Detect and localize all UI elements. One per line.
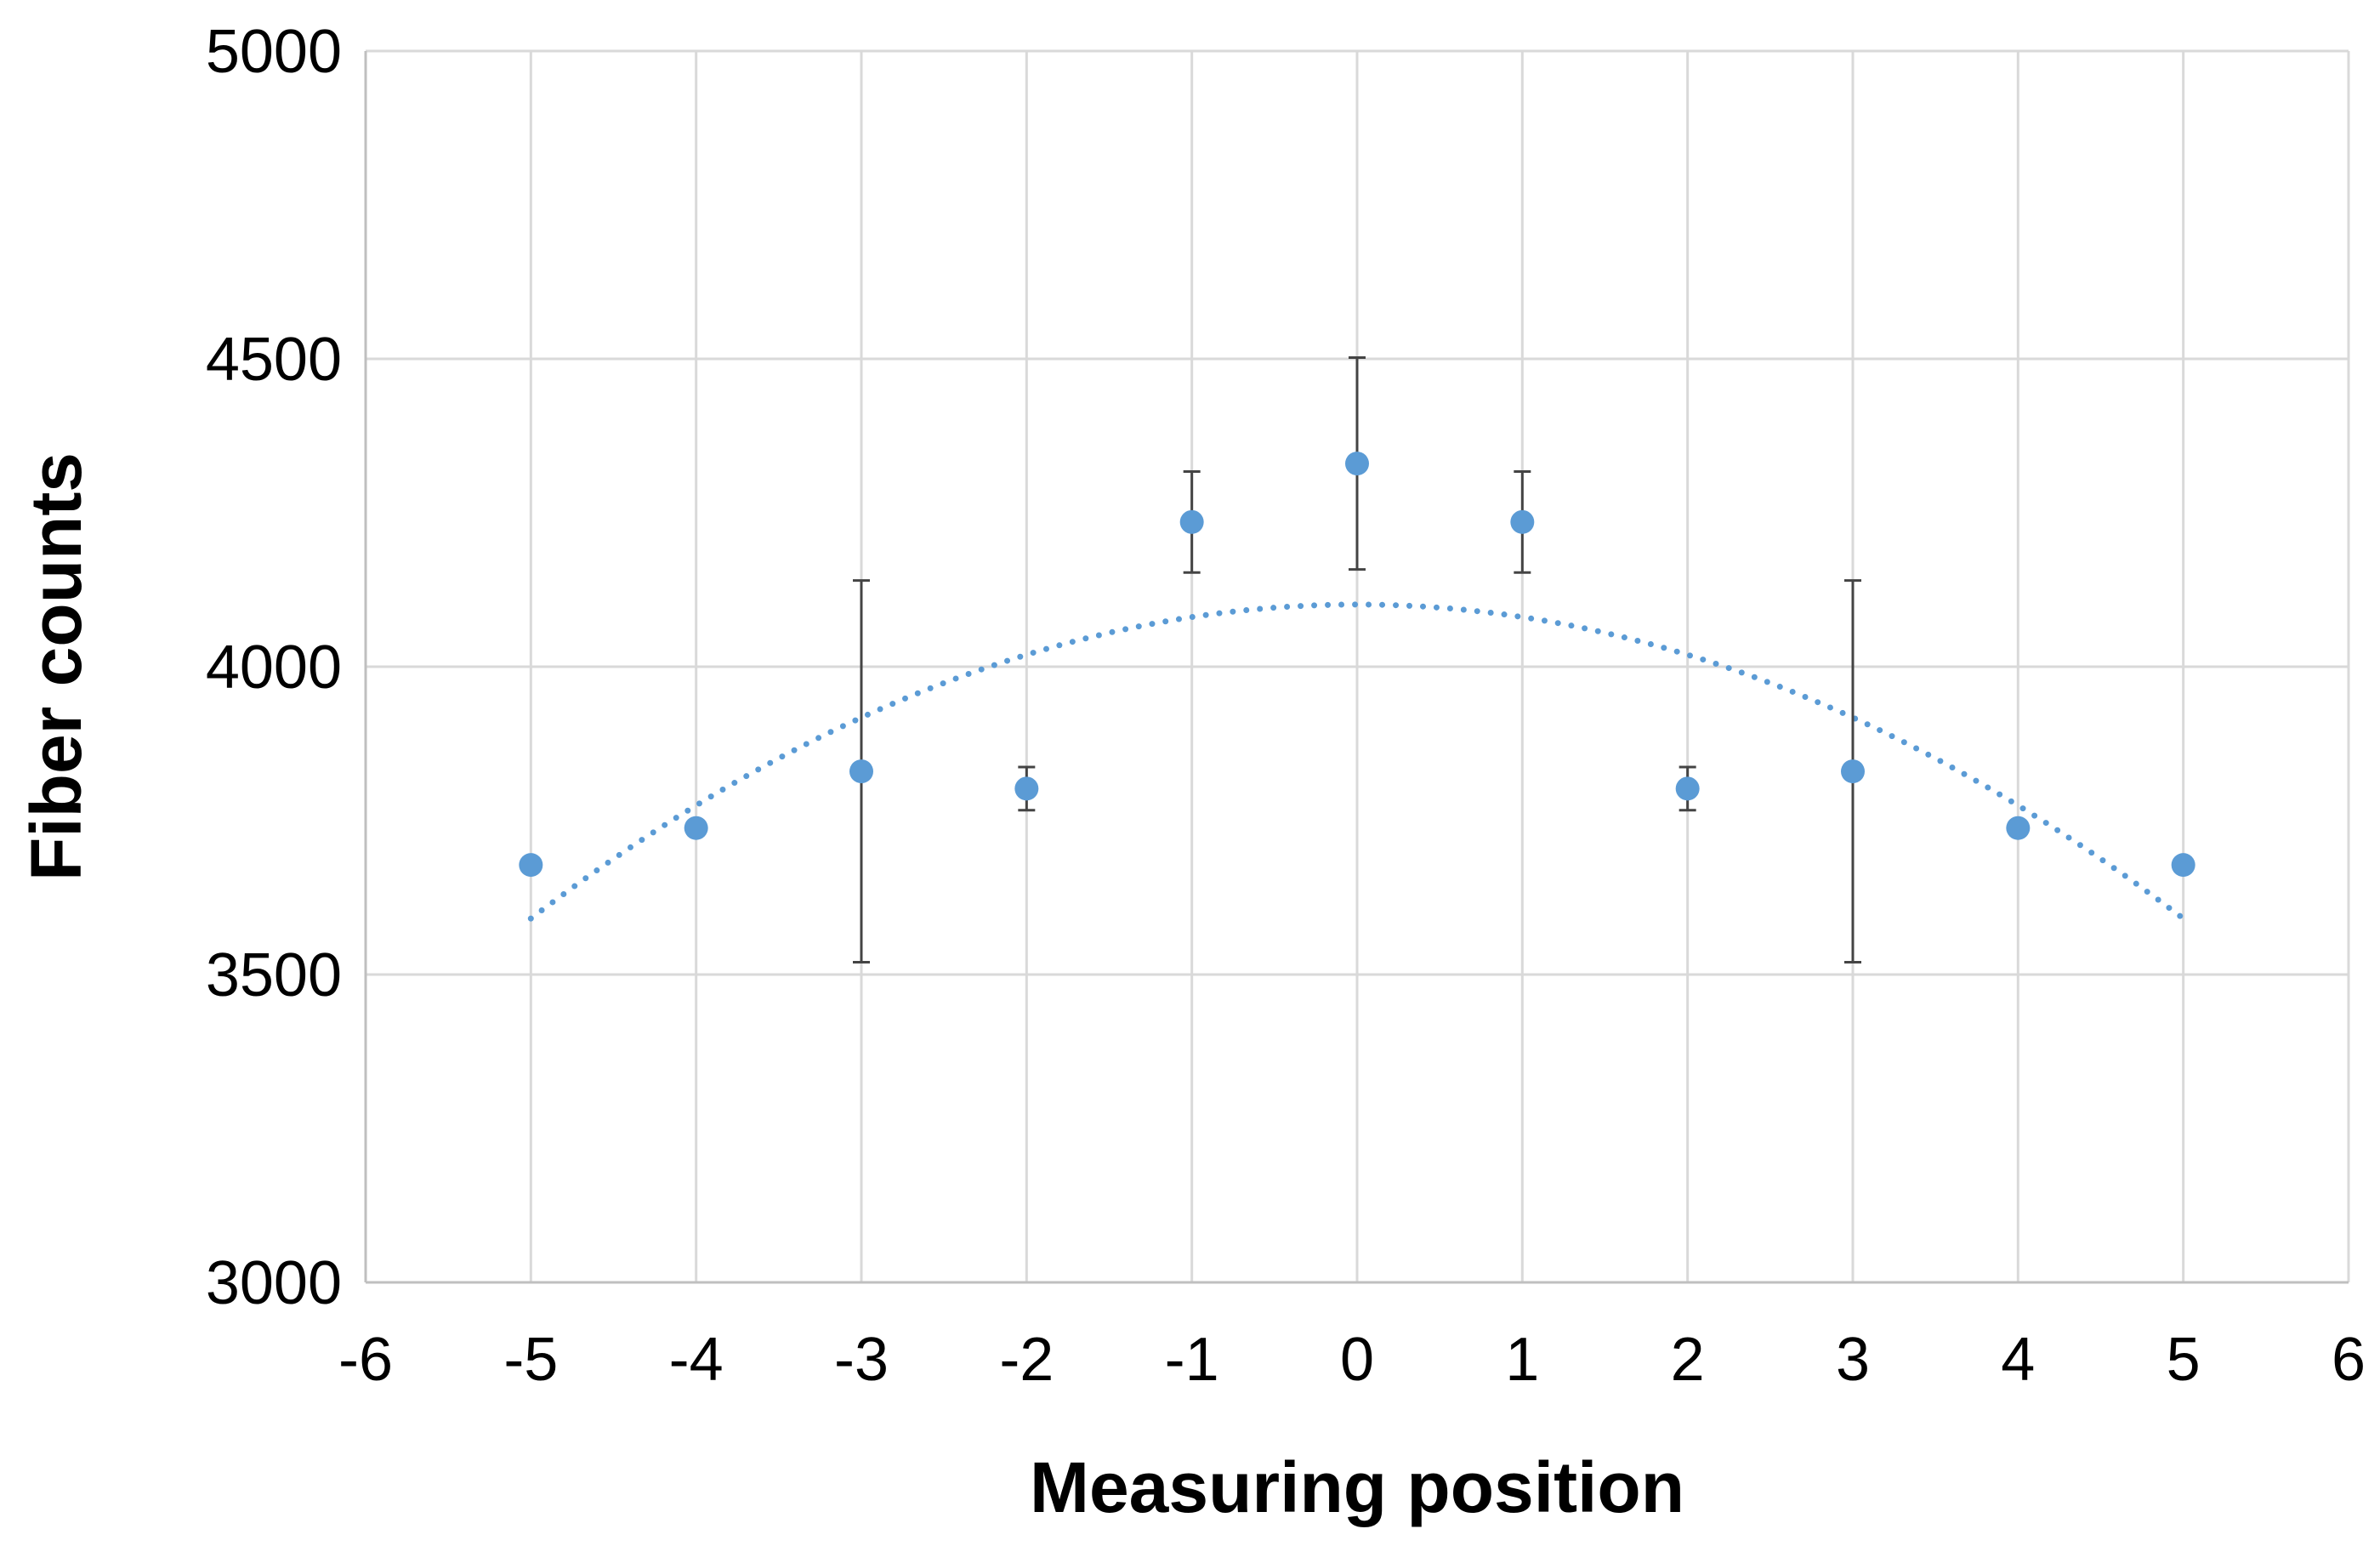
x-tick-label: -6 <box>338 1326 393 1394</box>
data-point <box>519 853 543 878</box>
y-tick-label: 4500 <box>206 326 342 394</box>
y-tick-label: 3000 <box>206 1249 342 1317</box>
x-tick-label: -5 <box>503 1326 558 1394</box>
axes <box>364 51 2349 1284</box>
data-point <box>1510 509 1535 534</box>
polynomial-trendline <box>527 601 2187 922</box>
x-tick-label: -1 <box>1165 1326 1219 1394</box>
x-tick-label: 6 <box>2332 1326 2366 1394</box>
data-point <box>849 759 873 784</box>
data-point <box>1841 759 1865 784</box>
data-point <box>1675 776 1700 801</box>
y-tick-label: 3500 <box>206 941 342 1009</box>
y-tick-label: 4000 <box>206 634 342 702</box>
x-axis-title: Measuring position <box>1030 1447 1684 1527</box>
x-tick-label: 1 <box>1505 1326 1539 1394</box>
data-points <box>519 452 2195 878</box>
x-tick-label: -4 <box>669 1326 724 1394</box>
y-axis-title: Fiber counts <box>16 452 96 881</box>
tick-labels: -6 -5 -4 -3 -2 -1 0 1 2 3 4 5 6 3000 3500 4000 4500 5000 <box>206 18 2366 1394</box>
data-point <box>1179 509 1204 534</box>
x-tick-label: 4 <box>2001 1326 2035 1394</box>
trendline <box>527 601 2187 922</box>
x-tick-label: 2 <box>1671 1326 1705 1394</box>
data-point <box>1014 776 1039 801</box>
grid-lines <box>366 49 2350 1282</box>
data-point <box>684 816 708 840</box>
x-tick-label: 3 <box>1836 1326 1870 1394</box>
x-tick-label: -2 <box>999 1326 1054 1394</box>
data-point <box>1345 452 1369 476</box>
x-tick-label: 0 <box>1340 1326 1374 1394</box>
y-tick-label: 5000 <box>206 18 342 86</box>
x-tick-label: -3 <box>834 1326 889 1394</box>
data-point <box>2006 816 2031 840</box>
x-tick-label: 5 <box>2167 1326 2201 1394</box>
data-point <box>2171 853 2195 878</box>
